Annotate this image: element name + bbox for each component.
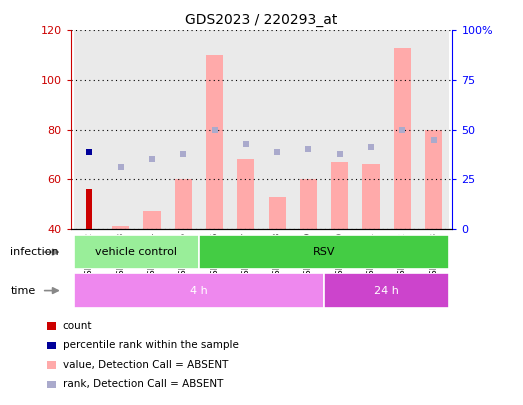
Bar (331, 162, 348, 229)
Bar (425, 130, 442, 229)
Bar (167, 30, 199, 229)
Text: RSV: RSV (313, 247, 335, 257)
Bar (324, 30, 356, 229)
Bar (230, 30, 262, 229)
Bar (199, 30, 230, 229)
Bar (137, 30, 167, 229)
Text: 4 h: 4 h (190, 286, 208, 296)
Bar (418, 30, 449, 229)
Title: GDS2023 / 220293_at: GDS2023 / 220293_at (185, 13, 338, 27)
Bar (105, 30, 137, 229)
Bar (394, 48, 411, 229)
Bar (268, 196, 286, 229)
Bar (237, 160, 255, 229)
Text: 24 h: 24 h (374, 286, 399, 296)
Text: count: count (63, 321, 92, 331)
Text: value, Detection Call = ABSENT: value, Detection Call = ABSENT (63, 360, 228, 370)
Bar (324, 273, 449, 308)
Bar (74, 235, 199, 269)
Text: rank, Detection Call = ABSENT: rank, Detection Call = ABSENT (63, 379, 223, 389)
Text: percentile rank within the sample: percentile rank within the sample (63, 341, 238, 350)
Bar (86, 189, 93, 229)
Bar (143, 211, 161, 229)
Bar (206, 55, 223, 229)
Bar (300, 179, 317, 229)
Bar (356, 30, 386, 229)
Bar (362, 164, 380, 229)
Bar (262, 30, 293, 229)
Bar (199, 235, 449, 269)
Bar (74, 273, 324, 308)
Bar (386, 30, 418, 229)
Text: time: time (10, 286, 36, 296)
Bar (175, 179, 192, 229)
Bar (112, 226, 129, 229)
Text: infection: infection (10, 247, 59, 257)
Bar (74, 30, 105, 229)
Bar (293, 30, 324, 229)
Text: vehicle control: vehicle control (95, 247, 177, 257)
